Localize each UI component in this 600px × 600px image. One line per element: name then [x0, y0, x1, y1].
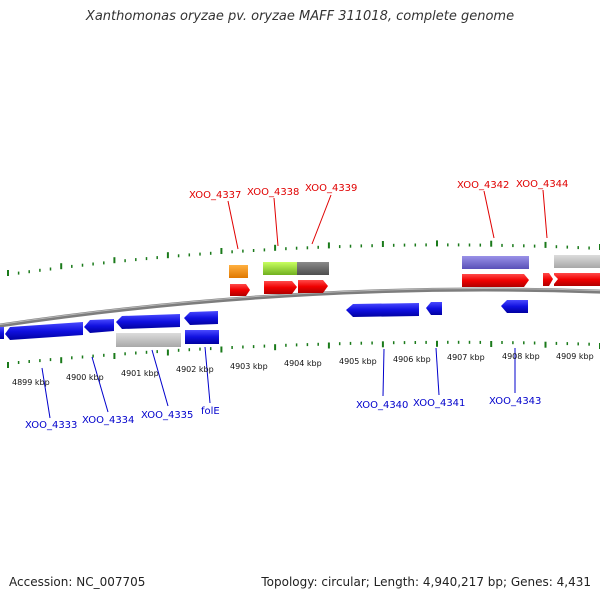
scale-label: 4901 kbp	[121, 369, 159, 378]
gene-left-edge[interactable]	[0, 327, 4, 339]
genome-backbone-highlight	[0, 288, 600, 326]
scale-label: 4903 kbp	[230, 362, 268, 371]
accession-text: Accession: NC_007705	[9, 575, 146, 589]
gene-small-red-arrow[interactable]	[543, 273, 553, 286]
forward-strand-genes	[229, 255, 600, 296]
scale-label: 4900 kbp	[66, 373, 104, 382]
genome-summary-text: Topology: circular; Length: 4,940,217 bp…	[261, 575, 591, 589]
gene-label-xoo4334[interactable]: XOO_4334	[82, 415, 134, 426]
top-gene-labels: XOO_4337 XOO_4338 XOO_4339 XOO_4342 XOO_…	[189, 179, 568, 201]
scale-label: 4908 kbp	[502, 352, 540, 361]
gene-label-xoo4339[interactable]: XOO_4339	[305, 183, 357, 194]
gene-green[interactable]	[263, 262, 297, 275]
reverse-strand-genes	[0, 300, 528, 347]
scale-label: 4899 kbp	[12, 378, 50, 387]
scale-label: 4902 kbp	[176, 365, 214, 374]
bottom-gene-labels: XOO_4333 XOO_4334 XOO_4335 folE XOO_4340…	[25, 396, 541, 431]
tick-marks-bottom	[7, 340, 600, 368]
gene-label-xoo4344[interactable]: XOO_4344	[516, 179, 568, 190]
bottom-leader-lines	[41, 346, 516, 419]
gene-xoo4344-arrow[interactable]	[554, 273, 600, 286]
gene-lightgrey-right[interactable]	[554, 255, 600, 268]
gene-label-xoo4333[interactable]: XOO_4333	[25, 420, 77, 431]
scale-labels: 4899 kbp 4900 kbp 4901 kbp 4902 kbp 4903…	[12, 352, 594, 387]
gene-label-xoo4337[interactable]: XOO_4337	[189, 190, 241, 201]
scale-label: 4907 kbp	[447, 353, 485, 362]
genome-title: Xanthomonas oryzae pv. oryzae MAFF 31101…	[85, 9, 515, 24]
genome-backbone	[0, 287, 600, 328]
gene-xoo4337-arrow[interactable]	[230, 284, 250, 296]
gene-xoo4341-arrow[interactable]	[426, 302, 442, 315]
gene-blue-box[interactable]	[185, 330, 219, 344]
gene-purple[interactable]	[462, 256, 529, 269]
gene-xoo4342-arrow[interactable]	[462, 274, 529, 287]
gene-orange[interactable]	[229, 265, 248, 278]
gene-label-fole[interactable]: folE	[201, 406, 220, 417]
gene-xoo4333-arrow[interactable]	[5, 322, 83, 340]
gene-xoo4338-arrow[interactable]	[264, 281, 297, 294]
scale-label: 4909 kbp	[556, 352, 594, 361]
gene-darkgrey[interactable]	[297, 262, 329, 275]
gene-label-xoo4340[interactable]: XOO_4340	[356, 400, 408, 411]
scale-label: 4904 kbp	[284, 359, 322, 368]
gene-lightgrey-left[interactable]	[116, 333, 181, 347]
tick-marks-top	[7, 240, 600, 276]
gene-xoo4335-arrow[interactable]	[116, 314, 180, 329]
gene-fole-arrow[interactable]	[184, 311, 218, 325]
gene-xoo4343-arrow[interactable]	[501, 300, 528, 313]
gene-label-xoo4341[interactable]: XOO_4341	[413, 398, 465, 409]
gene-xoo4340-arrow[interactable]	[346, 303, 419, 317]
top-leader-lines	[227, 189, 548, 250]
gene-label-xoo4342[interactable]: XOO_4342	[457, 180, 509, 191]
gene-label-xoo4343[interactable]: XOO_4343	[489, 396, 541, 407]
scale-label: 4906 kbp	[393, 355, 431, 364]
gene-label-xoo4335[interactable]: XOO_4335	[141, 410, 193, 421]
gene-label-xoo4338[interactable]: XOO_4338	[247, 187, 299, 198]
gene-xoo4334-arrow[interactable]	[84, 319, 114, 333]
gene-xoo4339-arrow[interactable]	[298, 280, 328, 293]
scale-label: 4905 kbp	[339, 357, 377, 366]
